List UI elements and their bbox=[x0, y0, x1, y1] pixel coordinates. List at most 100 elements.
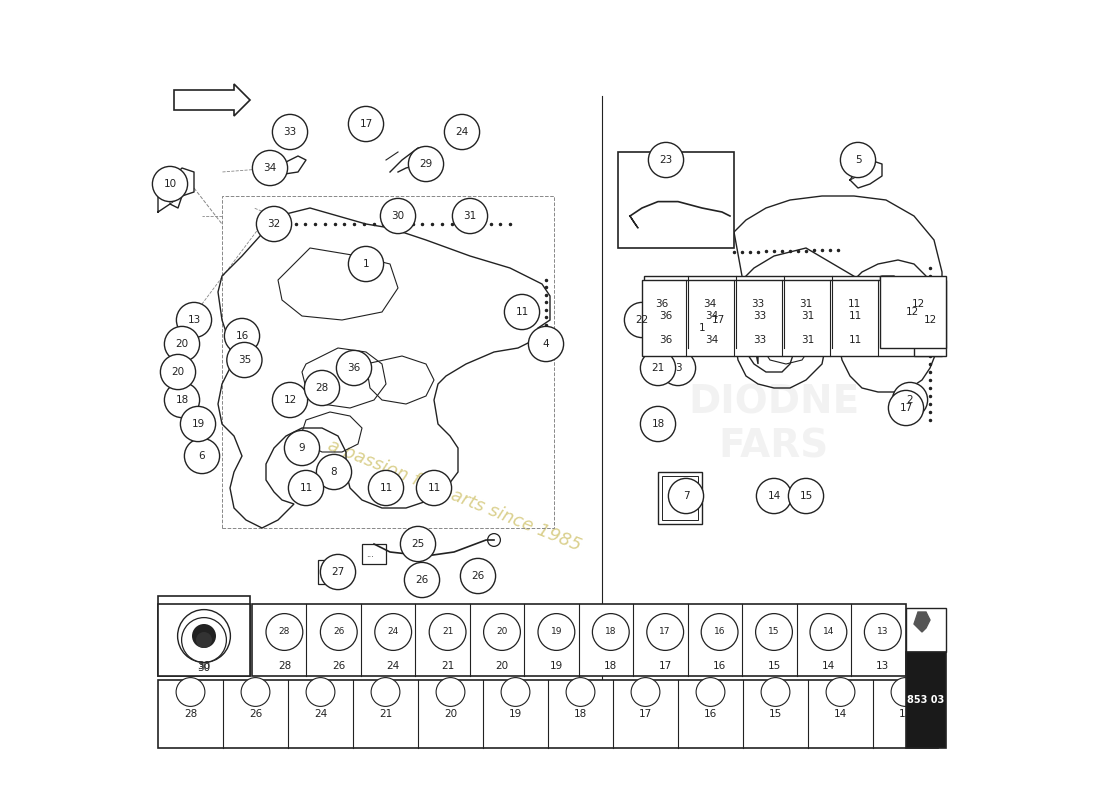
Text: 17: 17 bbox=[639, 709, 652, 718]
Text: 31: 31 bbox=[801, 311, 814, 321]
Bar bbox=[222, 196, 554, 528]
Circle shape bbox=[538, 614, 575, 650]
Circle shape bbox=[241, 678, 270, 706]
Text: 11: 11 bbox=[849, 335, 862, 345]
Text: 35: 35 bbox=[238, 355, 251, 365]
Text: 36: 36 bbox=[656, 299, 669, 309]
Text: 12: 12 bbox=[905, 307, 918, 317]
Circle shape bbox=[400, 526, 436, 562]
Bar bbox=[644, 276, 880, 348]
Circle shape bbox=[182, 618, 227, 662]
Circle shape bbox=[865, 614, 901, 650]
Text: 34: 34 bbox=[703, 299, 716, 309]
Text: 21: 21 bbox=[441, 661, 454, 670]
Text: 8: 8 bbox=[331, 467, 338, 477]
Text: 19: 19 bbox=[551, 627, 562, 637]
Bar bbox=[658, 472, 702, 524]
Text: 20: 20 bbox=[495, 661, 508, 670]
Text: 25: 25 bbox=[411, 539, 425, 549]
Text: 26: 26 bbox=[416, 575, 429, 585]
Polygon shape bbox=[914, 612, 929, 632]
Text: 34: 34 bbox=[705, 335, 718, 345]
Text: 11: 11 bbox=[299, 483, 312, 493]
Text: 12: 12 bbox=[284, 395, 297, 405]
Text: 10: 10 bbox=[164, 179, 177, 189]
Circle shape bbox=[285, 430, 320, 466]
Circle shape bbox=[185, 438, 220, 474]
Text: 24: 24 bbox=[387, 627, 399, 637]
Text: 9: 9 bbox=[299, 443, 306, 453]
Circle shape bbox=[153, 166, 188, 202]
Text: 1: 1 bbox=[698, 323, 705, 333]
Circle shape bbox=[320, 614, 358, 650]
Text: 34: 34 bbox=[705, 311, 718, 321]
Text: 28: 28 bbox=[316, 383, 329, 393]
Text: 3: 3 bbox=[674, 363, 681, 373]
Circle shape bbox=[417, 470, 452, 506]
Bar bbox=[880, 276, 946, 348]
Circle shape bbox=[660, 350, 695, 386]
Text: 15: 15 bbox=[768, 661, 781, 670]
Circle shape bbox=[505, 294, 540, 330]
Circle shape bbox=[429, 614, 466, 650]
Circle shape bbox=[452, 198, 487, 234]
Text: 15: 15 bbox=[769, 709, 782, 718]
Text: 17: 17 bbox=[660, 627, 671, 637]
Text: 36: 36 bbox=[659, 311, 672, 321]
Circle shape bbox=[528, 326, 563, 362]
Bar bbox=[914, 280, 946, 356]
Text: 17: 17 bbox=[900, 403, 913, 413]
Circle shape bbox=[306, 678, 334, 706]
Text: 853 03: 853 03 bbox=[908, 695, 945, 705]
Text: 33: 33 bbox=[284, 127, 297, 137]
Circle shape bbox=[224, 318, 260, 354]
Bar bbox=[906, 608, 946, 652]
Text: 17: 17 bbox=[712, 315, 725, 325]
Circle shape bbox=[317, 454, 352, 490]
Text: 16: 16 bbox=[704, 709, 717, 718]
Text: 26: 26 bbox=[249, 709, 262, 718]
Text: 21: 21 bbox=[378, 709, 392, 718]
Circle shape bbox=[337, 350, 372, 386]
Text: 30: 30 bbox=[197, 663, 210, 673]
Circle shape bbox=[761, 678, 790, 706]
Circle shape bbox=[177, 610, 230, 662]
Text: 31: 31 bbox=[800, 299, 813, 309]
Circle shape bbox=[669, 478, 704, 514]
Text: 14: 14 bbox=[834, 709, 847, 718]
Circle shape bbox=[444, 114, 480, 150]
Circle shape bbox=[256, 206, 292, 242]
Circle shape bbox=[892, 382, 927, 418]
Circle shape bbox=[684, 310, 719, 346]
Bar bbox=[158, 604, 250, 676]
Text: 14: 14 bbox=[823, 627, 834, 637]
Circle shape bbox=[349, 246, 384, 282]
Circle shape bbox=[826, 678, 855, 706]
Circle shape bbox=[696, 678, 725, 706]
Circle shape bbox=[192, 624, 216, 648]
Text: 14: 14 bbox=[768, 491, 781, 501]
Circle shape bbox=[757, 478, 792, 514]
Text: 1: 1 bbox=[363, 259, 370, 269]
Circle shape bbox=[701, 302, 736, 338]
Bar bbox=[318, 560, 350, 584]
Text: 13: 13 bbox=[877, 661, 890, 670]
FancyArrow shape bbox=[174, 84, 250, 116]
Bar bbox=[662, 476, 698, 520]
Text: 24: 24 bbox=[386, 661, 399, 670]
Text: 33: 33 bbox=[754, 335, 767, 345]
Circle shape bbox=[484, 614, 520, 650]
Circle shape bbox=[640, 350, 675, 386]
Circle shape bbox=[371, 678, 400, 706]
Text: 15: 15 bbox=[800, 491, 813, 501]
Circle shape bbox=[625, 302, 660, 338]
Circle shape bbox=[889, 390, 924, 426]
Text: 18: 18 bbox=[604, 661, 617, 670]
Circle shape bbox=[891, 678, 920, 706]
Bar bbox=[618, 152, 734, 248]
Text: 18: 18 bbox=[651, 419, 664, 429]
Text: 36: 36 bbox=[348, 363, 361, 373]
Text: DIODNE
FARS: DIODNE FARS bbox=[689, 383, 859, 465]
Text: 4: 4 bbox=[542, 339, 549, 349]
Text: 13: 13 bbox=[187, 315, 200, 325]
